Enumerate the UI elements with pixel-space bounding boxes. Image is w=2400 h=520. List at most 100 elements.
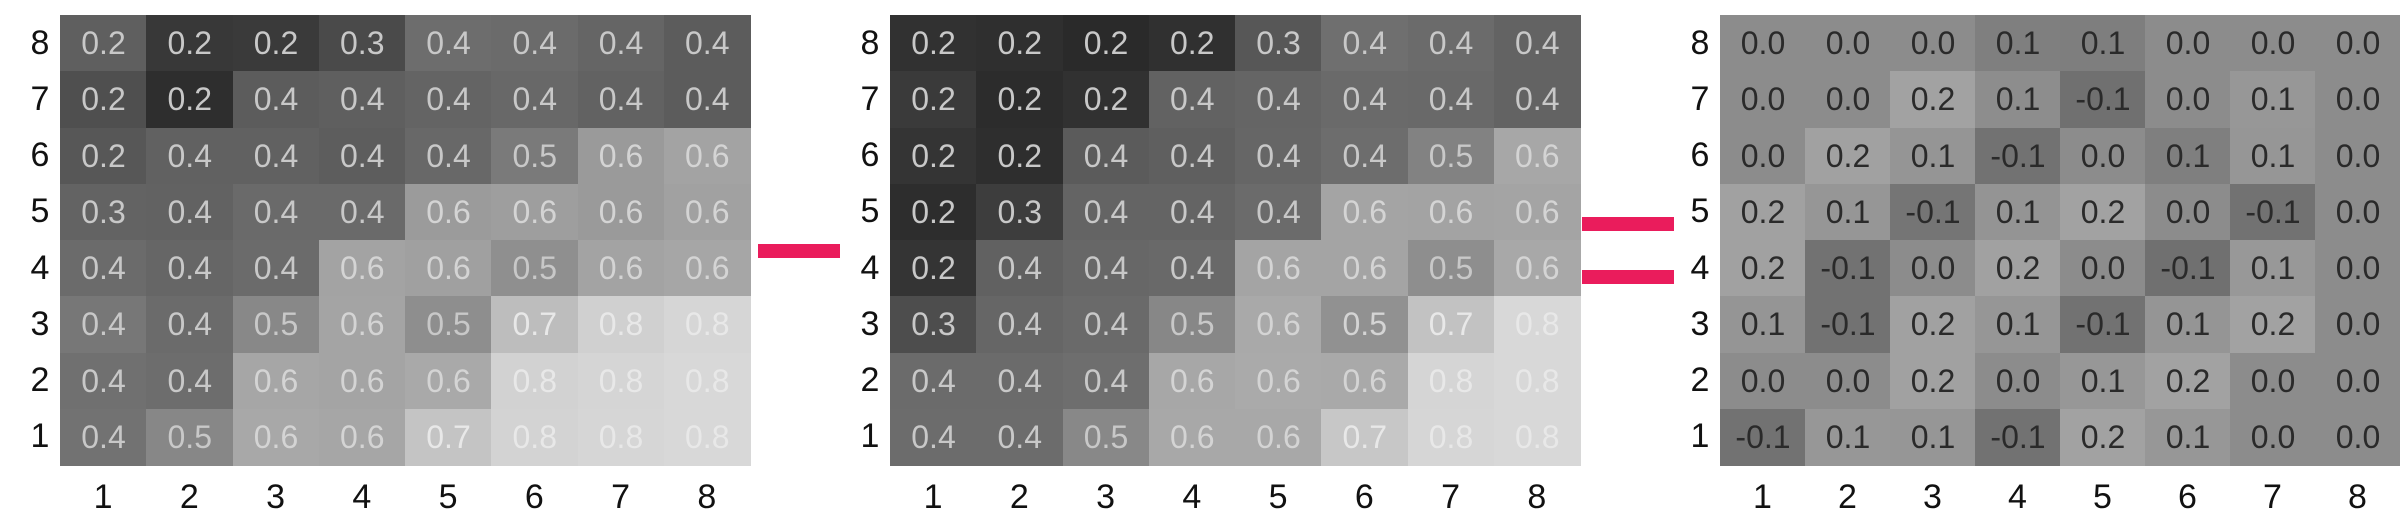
right-cell: 0.0: [2315, 15, 2400, 72]
column-label: 2: [1838, 477, 1857, 516]
left-cell: 0.6: [232, 408, 320, 466]
column-label: 2: [179, 477, 199, 516]
left-cell: 0.4: [60, 352, 147, 410]
middle-cell: 0.8: [1407, 352, 1495, 410]
left-cell: 0.4: [232, 183, 320, 241]
middle-cell: 0.5: [1062, 408, 1150, 466]
right-cell: 0.2: [1890, 352, 1976, 410]
middle-cell: 0.6: [1148, 408, 1236, 466]
row-label: 4: [1690, 248, 1710, 287]
row-label: 6: [30, 136, 50, 175]
row-label: 4: [30, 248, 50, 287]
right-cell: 0.2: [1720, 183, 1806, 241]
left-cell: 0.4: [577, 71, 665, 129]
right-cell: 0.0: [1720, 127, 1806, 185]
middle-cell: 0.4: [1148, 127, 1236, 185]
left-cell: 0.4: [146, 127, 234, 185]
middle-cell: 0.6: [1493, 183, 1581, 241]
left-cell: 0.3: [318, 15, 406, 72]
middle-cell: 0.4: [1062, 240, 1150, 297]
right-cell: 0.0: [2145, 71, 2231, 129]
left-cell: 0.2: [60, 15, 147, 72]
left-cell: 0.5: [146, 408, 234, 466]
middle-cell: 0.5: [1321, 296, 1409, 354]
right-cell: 0.1: [1975, 15, 2061, 72]
left-cell: 0.6: [405, 183, 492, 241]
left-cell: 0.6: [232, 352, 320, 410]
right-cell: 0.0: [2060, 240, 2146, 297]
left-cell: 0.5: [232, 296, 320, 354]
right-cell: 0.0: [2145, 15, 2231, 72]
row-label: 5: [860, 192, 880, 231]
middle-cell: 0.4: [890, 408, 977, 466]
left-cell: 0.6: [577, 240, 665, 297]
left-cell: 0.2: [146, 71, 234, 129]
right-cell: 0.0: [2315, 296, 2400, 354]
row-label: 2: [30, 361, 50, 400]
column-label: 8: [1527, 477, 1547, 516]
right-cell: 0.1: [2145, 408, 2231, 466]
left-cell: 0.4: [405, 127, 492, 185]
right-cell: 0.1: [1890, 127, 1976, 185]
middle-cell: 0.2: [890, 240, 977, 297]
right-cell: 0.0: [1720, 15, 1806, 72]
middle-cell: 0.7: [1407, 296, 1495, 354]
middle-cell: 0.2: [890, 15, 977, 72]
right-cell: 0.0: [1805, 71, 1891, 129]
right-cell: 0.1: [2230, 71, 2316, 129]
left-cell: 0.8: [577, 296, 665, 354]
middle-matrix-cells: 0.2 0.2 0.2 0.2 0.3 0.4 0.4 0.4 0.2 0.2 0.2 0.4 0.4 0…: [890, 15, 1581, 466]
right-cell: 0.0: [2230, 408, 2316, 466]
right-cell: 0.1: [2060, 15, 2146, 72]
middle-cell: 0.6: [1235, 352, 1322, 410]
right-cell: -0.1: [1720, 408, 1806, 466]
left-cell: 0.6: [318, 240, 406, 297]
row-label: 8: [860, 23, 880, 62]
left-cell: 0.6: [318, 352, 406, 410]
middle-cell: 0.4: [1062, 127, 1150, 185]
left-cell: 0.8: [663, 408, 751, 466]
right-cell: 0.2: [1890, 296, 1976, 354]
middle-cell: 0.4: [1148, 71, 1236, 129]
middle-cell: 0.4: [1321, 71, 1409, 129]
column-label: 2: [1009, 477, 1029, 516]
middle-cell: 0.5: [1148, 296, 1236, 354]
row-label: 5: [1690, 192, 1710, 231]
middle-cell: 0.4: [976, 240, 1064, 297]
right-cell: 0.1: [2230, 127, 2316, 185]
right-cell: 0.1: [2060, 352, 2146, 410]
middle-cell: 0.7: [1321, 408, 1409, 466]
middle-cell: 0.4: [1062, 296, 1150, 354]
left-cell: 0.4: [405, 71, 492, 129]
left-cell: 0.8: [663, 352, 751, 410]
right-cell: 0.1: [1805, 183, 1891, 241]
middle-cell: 0.8: [1493, 352, 1581, 410]
right-cell: 0.0: [1890, 15, 1976, 72]
middle-cell: 0.2: [1062, 71, 1150, 129]
left-cell: 0.4: [405, 15, 492, 72]
right-cell: 0.1: [1890, 408, 1976, 466]
left-cell: 0.4: [60, 240, 147, 297]
left-cell: 0.6: [663, 127, 751, 185]
left-cell: 0.6: [663, 183, 751, 241]
middle-cell: 0.2: [976, 15, 1064, 72]
column-label: 4: [352, 477, 372, 516]
equals-bar-bottom: [1582, 270, 1674, 284]
left-cell: 0.6: [405, 240, 492, 297]
left-cell: 0.5: [405, 296, 492, 354]
row-label: 6: [860, 136, 880, 175]
middle-cell: 0.4: [976, 352, 1064, 410]
right-cell: 0.1: [1975, 296, 2061, 354]
middle-cell: 0.6: [1407, 183, 1495, 241]
middle-cell: 0.2: [976, 71, 1064, 129]
row-label: 5: [30, 192, 50, 231]
difference-matrix: 0.0 0.0 0.0 0.1 0.1 0.0 0.0 0.0 0.0 0.0 0.2 0.1 -0.1…: [1680, 15, 2400, 520]
column-label: 7: [1441, 477, 1461, 516]
right-cell: 0.0: [2230, 352, 2316, 410]
right-cell: 0.2: [2060, 183, 2146, 241]
middle-cell: 0.3: [890, 296, 977, 354]
column-label: 1: [1753, 477, 1772, 516]
left-cell: 0.4: [318, 183, 406, 241]
right-cell: -0.1: [1890, 183, 1976, 241]
left-cell: 0.8: [491, 408, 579, 466]
